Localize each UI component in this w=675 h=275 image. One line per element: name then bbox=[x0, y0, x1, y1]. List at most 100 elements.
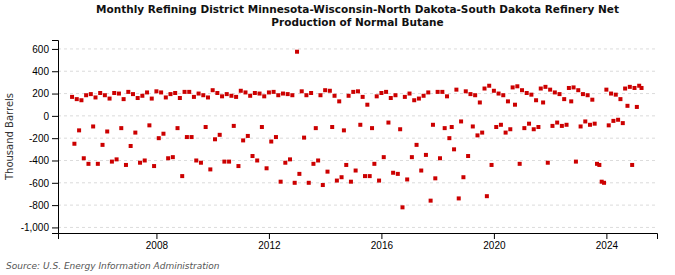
point bbox=[555, 121, 559, 125]
tick: 0 bbox=[43, 111, 58, 122]
point bbox=[393, 93, 397, 97]
point bbox=[548, 88, 552, 92]
point bbox=[168, 92, 172, 96]
point bbox=[356, 89, 360, 93]
point bbox=[131, 92, 135, 96]
point bbox=[328, 89, 332, 93]
point bbox=[297, 172, 301, 176]
point bbox=[485, 194, 489, 198]
point bbox=[368, 174, 372, 178]
point bbox=[290, 93, 294, 97]
point bbox=[513, 103, 517, 107]
point bbox=[466, 154, 470, 158]
point bbox=[255, 158, 259, 162]
tick-mark bbox=[52, 227, 58, 228]
point bbox=[215, 91, 219, 95]
point bbox=[262, 94, 266, 98]
point bbox=[597, 163, 601, 167]
point bbox=[323, 88, 327, 92]
point bbox=[171, 155, 175, 159]
point bbox=[384, 90, 388, 94]
point bbox=[621, 121, 625, 125]
point bbox=[464, 89, 468, 93]
grid-line bbox=[58, 227, 657, 228]
tick-mark bbox=[52, 183, 58, 184]
tick-mark bbox=[606, 233, 607, 239]
point bbox=[515, 84, 519, 88]
y-axis: -1,000-800-600-400-2000200400600 bbox=[21, 41, 59, 234]
point bbox=[494, 125, 498, 129]
point bbox=[248, 94, 252, 98]
tick: -800 bbox=[29, 200, 58, 211]
point bbox=[199, 161, 203, 165]
point bbox=[630, 163, 634, 167]
grid-line bbox=[58, 115, 657, 116]
point bbox=[447, 136, 451, 140]
point bbox=[344, 163, 348, 167]
point bbox=[471, 124, 475, 128]
point bbox=[522, 126, 526, 130]
point bbox=[178, 96, 182, 100]
point bbox=[553, 90, 557, 94]
point bbox=[354, 169, 358, 173]
point bbox=[154, 89, 158, 93]
point bbox=[110, 160, 114, 164]
point bbox=[143, 158, 147, 162]
point bbox=[518, 162, 522, 166]
point bbox=[288, 157, 292, 161]
point bbox=[370, 126, 374, 130]
tick: 2012 bbox=[258, 233, 281, 251]
point bbox=[260, 125, 264, 129]
tick-label: -400 bbox=[29, 155, 49, 166]
point bbox=[164, 95, 168, 99]
tick-mark bbox=[52, 71, 58, 72]
point bbox=[504, 131, 508, 135]
point bbox=[173, 91, 177, 95]
point bbox=[309, 91, 313, 95]
point bbox=[204, 125, 208, 129]
point bbox=[532, 127, 536, 131]
point bbox=[398, 127, 402, 131]
point bbox=[581, 92, 585, 96]
point bbox=[246, 134, 250, 138]
point bbox=[220, 94, 224, 98]
point bbox=[389, 96, 393, 100]
point bbox=[159, 90, 163, 94]
point bbox=[487, 84, 491, 88]
tick-label: 600 bbox=[32, 44, 49, 55]
point bbox=[347, 94, 351, 98]
point bbox=[183, 90, 187, 94]
point bbox=[433, 176, 437, 180]
point bbox=[326, 170, 330, 174]
point bbox=[527, 122, 531, 126]
point bbox=[405, 177, 409, 181]
point bbox=[236, 164, 240, 168]
point bbox=[616, 118, 620, 122]
tick: 2016 bbox=[371, 233, 394, 251]
tick-label: 2020 bbox=[483, 240, 506, 251]
point bbox=[572, 85, 576, 89]
point bbox=[335, 179, 339, 183]
point bbox=[91, 124, 95, 128]
tick-label: 0 bbox=[43, 111, 49, 122]
tick-mark bbox=[52, 138, 58, 139]
tick-mark bbox=[156, 233, 157, 239]
point bbox=[225, 92, 229, 96]
point bbox=[565, 123, 569, 127]
point bbox=[417, 97, 421, 101]
point bbox=[279, 180, 283, 184]
point bbox=[166, 156, 170, 160]
point bbox=[77, 128, 81, 132]
point bbox=[274, 135, 278, 139]
grid-line bbox=[58, 48, 657, 49]
point bbox=[520, 88, 524, 92]
axis-line bbox=[59, 234, 658, 240]
tick-label: 2008 bbox=[146, 240, 169, 251]
tick-label: 2016 bbox=[371, 240, 394, 251]
point bbox=[302, 136, 306, 140]
point bbox=[483, 87, 487, 91]
point bbox=[454, 88, 458, 92]
grid-line bbox=[58, 205, 657, 206]
point bbox=[281, 92, 285, 96]
point bbox=[499, 123, 503, 127]
